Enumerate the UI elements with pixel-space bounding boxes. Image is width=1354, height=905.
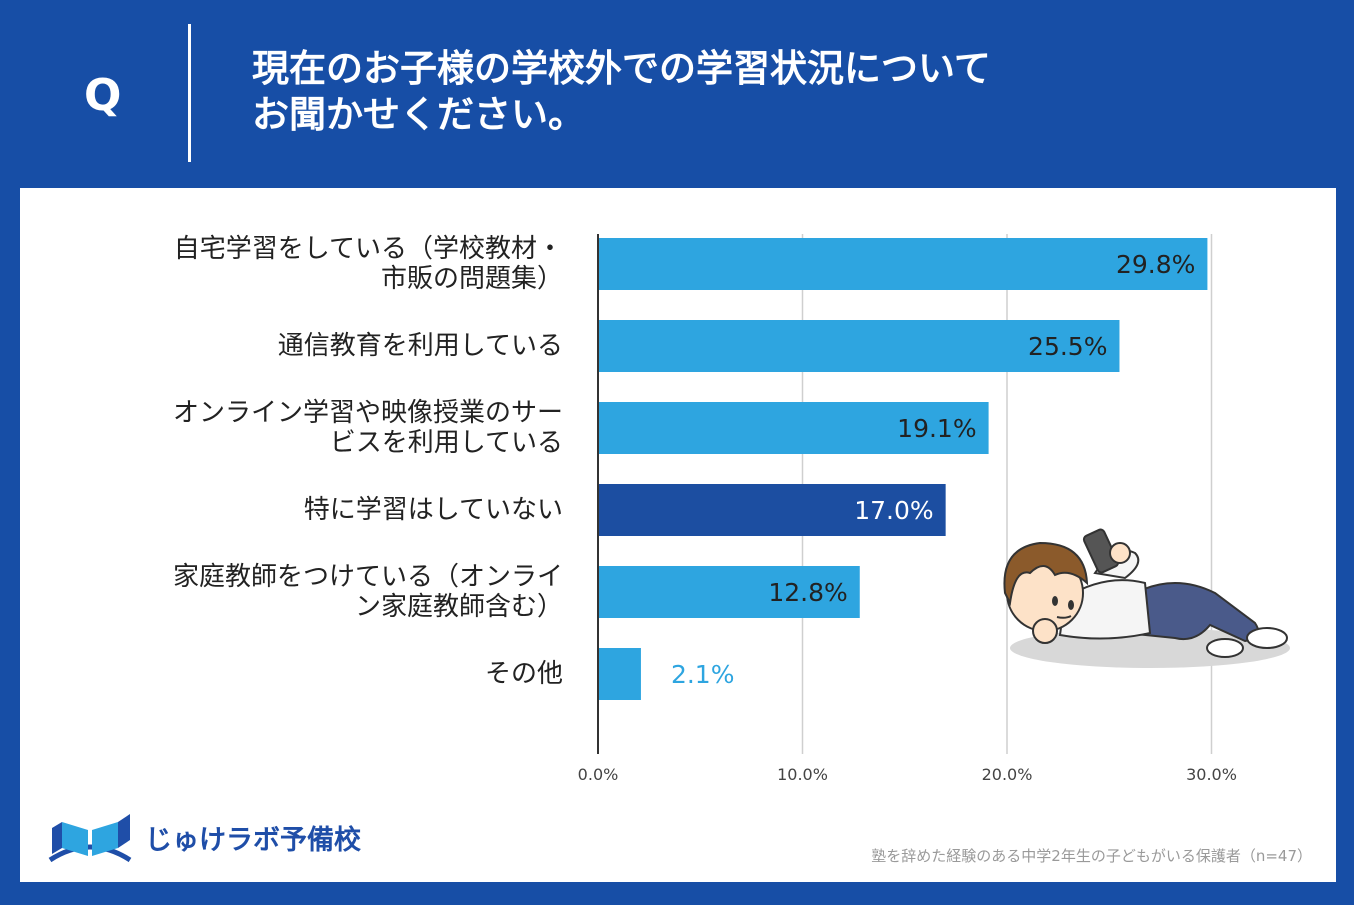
- header-divider: [188, 24, 191, 162]
- q-mark: Q: [84, 70, 122, 121]
- bar: [598, 402, 989, 454]
- x-tick-label: 10.0%: [777, 765, 828, 784]
- question-text: 現在のお子様の学校外での学習状況について お聞かせください。: [252, 46, 1312, 138]
- sample-footnote: 塾を辞めた経験のある中学2年生の子どもがいる保護者（n=47）: [871, 847, 1312, 865]
- question-line-2: お聞かせください。: [252, 93, 585, 136]
- category-label-line: 通信教育を利用している: [277, 331, 563, 361]
- category-label: 家庭教師をつけている（オンライ ン家庭教師含む）: [83, 562, 563, 622]
- x-tick-label: 20.0%: [982, 765, 1033, 784]
- brand-name: じゅけラボ予備校: [145, 825, 361, 856]
- bar: [598, 484, 946, 536]
- bar-value-label: 17.0%: [854, 496, 933, 525]
- category-label-line: 市販の問題集）: [380, 264, 563, 294]
- brand-logo: じゅけラボ予備校: [42, 808, 382, 868]
- category-label: 自宅学習をしている（学校教材・ 市販の問題集）: [83, 234, 563, 294]
- boy-lying-illustration: [1003, 528, 1290, 668]
- bar-value-label: 25.5%: [1028, 332, 1107, 361]
- bar: [598, 238, 1208, 290]
- category-label: その他: [83, 659, 563, 689]
- x-tick-label: 0.0%: [578, 765, 619, 784]
- bar-value-label: 12.8%: [768, 578, 847, 607]
- category-label: 特に学習はしていない: [83, 495, 563, 525]
- category-label-line: オンライン学習や映像授業のサー: [172, 398, 563, 428]
- question-header: Q 現在のお子様の学校外での学習状況について お聞かせください。: [0, 0, 1354, 188]
- bar-value-label: 29.8%: [1116, 250, 1195, 279]
- category-label-line: 特に学習はしていない: [303, 495, 563, 525]
- bar-value-label: 19.1%: [897, 414, 976, 443]
- chart-panel: 0.0% 10.0% 20.0% 30.0% 29.8% 25.5% 19.1% 17.0% 1…: [20, 188, 1336, 882]
- category-label: 通信教育を利用している: [83, 331, 563, 361]
- open-book-icon: [48, 814, 132, 863]
- bar: [598, 320, 1120, 372]
- category-label-line: 家庭教師をつけている（オンライ: [172, 562, 563, 592]
- category-label-line: その他: [484, 659, 563, 689]
- question-line-1: 現在のお子様の学校外での学習状況について: [252, 47, 991, 90]
- bar-value-label: 2.1%: [671, 660, 735, 689]
- category-label-line: 自宅学習をしている（学校教材・: [173, 234, 563, 264]
- bar: [598, 648, 641, 700]
- category-label: オンライン学習や映像授業のサー ビスを利用している: [83, 398, 563, 458]
- x-tick-label: 30.0%: [1186, 765, 1237, 784]
- bar: [598, 566, 860, 618]
- bar-chart: 0.0% 10.0% 20.0% 30.0% 29.8% 25.5% 19.1% 17.0% 1…: [578, 234, 1237, 784]
- category-label-line: ン家庭教師含む）: [354, 592, 563, 622]
- category-label-line: ビスを利用している: [329, 428, 563, 458]
